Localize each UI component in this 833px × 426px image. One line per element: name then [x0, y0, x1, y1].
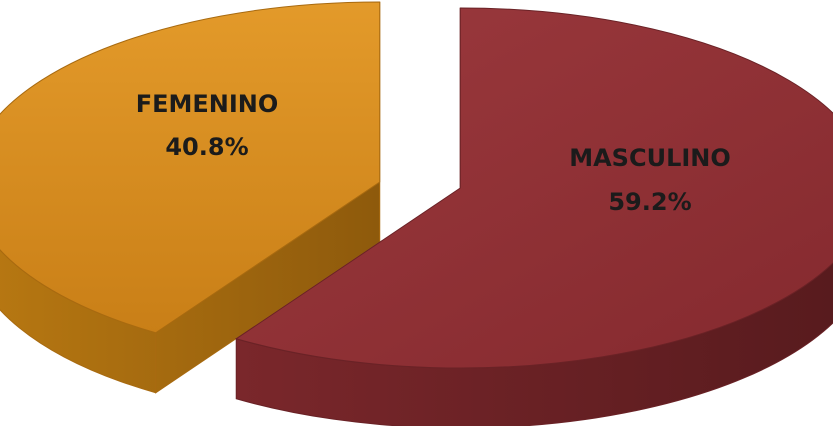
pie-slice-masculino-label: MASCULINO	[569, 144, 731, 172]
pie-slice-femenino-top	[0, 1, 381, 334]
pie-slice-masculino-top	[235, 7, 833, 369]
pie-slice-femenino-value-label: 40.8%	[165, 133, 248, 161]
pie-slice-masculino-value-label: 59.2%	[608, 188, 691, 216]
pie-slice-masculino: MASCULINO 59.2%	[235, 7, 833, 426]
pie-slice-femenino-label: FEMENINO	[136, 90, 279, 118]
pie-slice-femenino: FEMENINO 40.8%	[0, 1, 381, 394]
